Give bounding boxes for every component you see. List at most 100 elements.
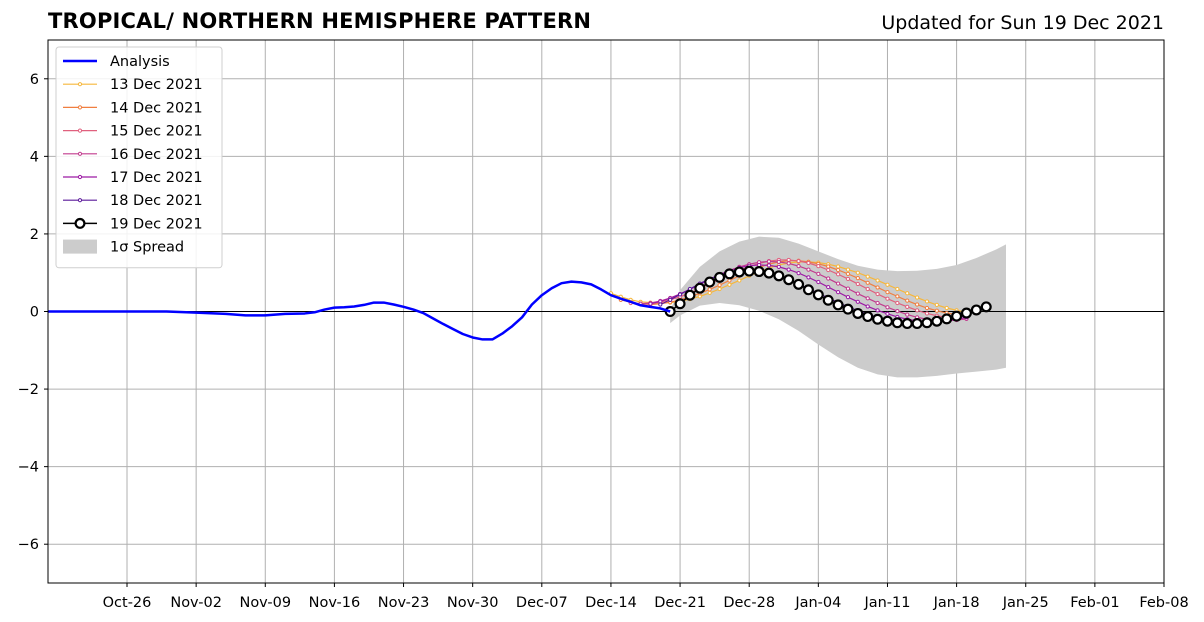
series-point bbox=[875, 308, 880, 313]
y-axis-ticks: −6 −4 −2 0 2 4 6 bbox=[18, 72, 48, 553]
series-point bbox=[855, 291, 860, 296]
series-point bbox=[891, 317, 903, 329]
series-19-dec-2021 bbox=[664, 265, 992, 330]
legend-marker bbox=[77, 82, 83, 87]
legend-label: 14 Dec 2021 bbox=[110, 100, 203, 116]
chart-updated-date: Updated for Sun 19 Dec 2021 bbox=[881, 12, 1164, 34]
series-point bbox=[677, 292, 683, 297]
series-point bbox=[872, 313, 884, 325]
legend-entry: 16 Dec 2021 bbox=[63, 147, 203, 163]
series-point bbox=[980, 301, 992, 313]
legend-label: 17 Dec 2021 bbox=[110, 170, 203, 186]
series-point bbox=[835, 267, 841, 273]
legend-label: 15 Dec 2021 bbox=[110, 124, 203, 140]
series-point bbox=[783, 274, 795, 286]
series-point bbox=[826, 284, 831, 290]
legend-label: Analysis bbox=[110, 54, 170, 70]
legend-swatch bbox=[63, 239, 97, 254]
legend-label: 13 Dec 2021 bbox=[110, 77, 203, 93]
series-point bbox=[806, 275, 811, 280]
series-point bbox=[875, 278, 880, 283]
series-point bbox=[796, 264, 801, 269]
analysis-series bbox=[48, 280, 671, 341]
series-point bbox=[822, 294, 834, 306]
legend-marker bbox=[77, 198, 83, 203]
series-point bbox=[835, 281, 841, 286]
x-tick-label: Nov-30 bbox=[447, 595, 499, 611]
series-point bbox=[835, 290, 841, 295]
series-point bbox=[845, 271, 851, 276]
series-point bbox=[885, 282, 890, 287]
series-point bbox=[885, 305, 890, 310]
series-point bbox=[826, 267, 831, 273]
series-point bbox=[865, 274, 870, 279]
series-point bbox=[924, 299, 930, 304]
series-point bbox=[855, 270, 860, 275]
series-point bbox=[766, 263, 772, 268]
legend-label: 19 Dec 2021 bbox=[110, 216, 203, 232]
y-tick-label: 2 bbox=[30, 227, 39, 243]
series-point bbox=[905, 304, 910, 309]
series-point bbox=[776, 259, 781, 264]
x-tick-label: Dec-07 bbox=[516, 595, 568, 611]
series-point bbox=[816, 271, 821, 276]
legend-box bbox=[55, 46, 223, 269]
y-tick-label: 4 bbox=[30, 149, 39, 165]
x-tick-label: Dec-21 bbox=[654, 595, 706, 611]
series-point bbox=[914, 308, 920, 313]
series-point bbox=[658, 302, 663, 307]
series-point bbox=[812, 289, 824, 301]
x-tick-label: Feb-08 bbox=[1139, 595, 1188, 611]
series-point bbox=[934, 308, 939, 313]
legend-entry: 13 Dec 2021 bbox=[63, 77, 203, 93]
series-point bbox=[845, 276, 851, 282]
series-point bbox=[855, 276, 860, 281]
series-point bbox=[911, 318, 923, 330]
series-point bbox=[845, 267, 851, 272]
series-point bbox=[733, 266, 745, 278]
x-tick-label: Nov-16 bbox=[309, 595, 361, 611]
y-tick-label: −6 bbox=[18, 537, 39, 553]
series-point bbox=[895, 300, 900, 306]
series-point bbox=[806, 260, 811, 266]
series-point bbox=[717, 283, 722, 288]
series-point bbox=[855, 299, 860, 304]
series-point bbox=[832, 299, 844, 311]
series-point bbox=[914, 302, 920, 307]
x-tick-label: Jan-11 bbox=[863, 595, 910, 611]
series-point bbox=[960, 307, 972, 319]
series-point bbox=[862, 311, 874, 323]
series-point bbox=[776, 264, 781, 269]
x-tick-label: Dec-28 bbox=[723, 595, 775, 611]
legend-marker bbox=[77, 105, 83, 110]
series-point bbox=[951, 310, 963, 322]
legend-label: 18 Dec 2021 bbox=[110, 193, 203, 209]
legend-marker bbox=[74, 217, 86, 229]
series-point bbox=[895, 294, 900, 299]
series-point bbox=[885, 296, 890, 301]
series-point bbox=[970, 304, 982, 316]
series-point bbox=[865, 286, 870, 292]
legend-marker bbox=[77, 128, 83, 133]
series-point bbox=[753, 266, 765, 278]
chart-title: TROPICAL/ NORTHERN HEMISPHERE PATTERN bbox=[48, 9, 592, 33]
series-point bbox=[914, 295, 920, 300]
series-point bbox=[668, 297, 673, 302]
series-point bbox=[865, 296, 870, 301]
series-point bbox=[766, 259, 772, 264]
x-axis-ticks: Oct-26 Nov-02 Nov-09 Nov-16 Nov-23 Nov-30 Dec-… bbox=[103, 583, 1189, 611]
series-point bbox=[707, 290, 712, 295]
series-point bbox=[714, 271, 726, 283]
x-tick-label: Feb-01 bbox=[1070, 595, 1119, 611]
series-point bbox=[875, 300, 880, 306]
legend-entry: 1σ Spread bbox=[63, 239, 184, 256]
series-point bbox=[723, 268, 735, 280]
series-point bbox=[852, 307, 864, 319]
legend-entry: 15 Dec 2021 bbox=[63, 124, 203, 140]
series-point bbox=[743, 265, 755, 277]
series-point bbox=[835, 272, 841, 277]
series-point bbox=[796, 258, 801, 264]
series-point bbox=[727, 282, 732, 287]
x-tick-label: Oct-26 bbox=[103, 595, 152, 611]
series-point bbox=[895, 309, 900, 314]
